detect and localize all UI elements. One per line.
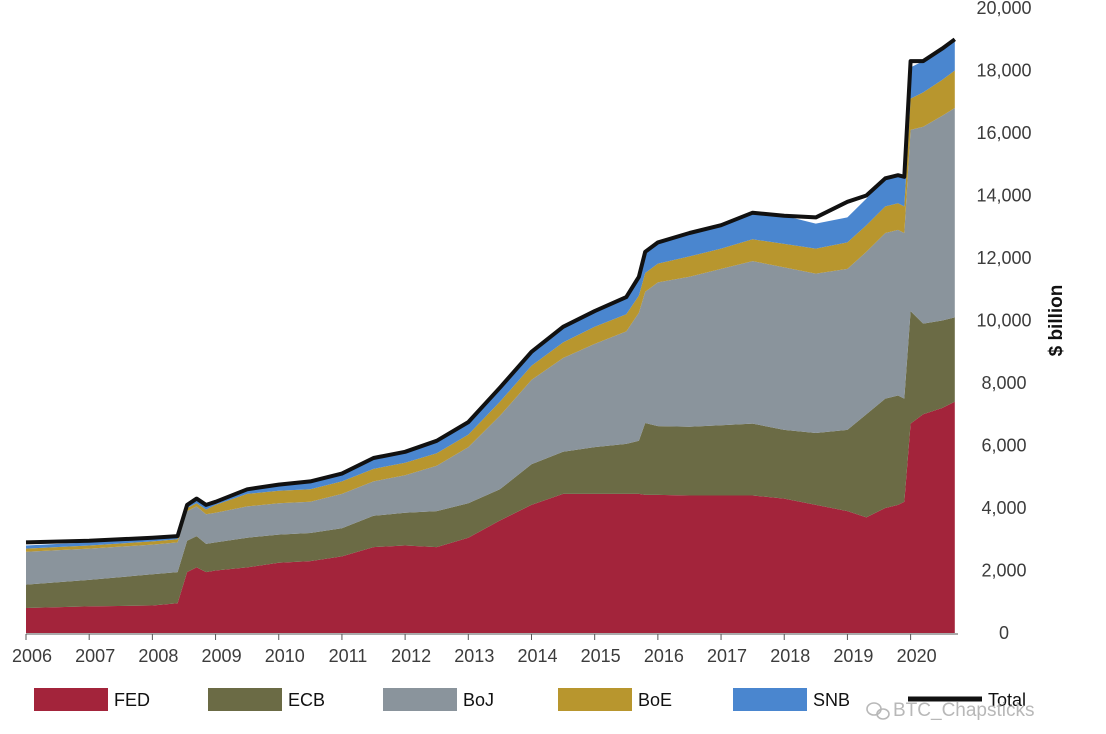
- legend: FED ECB BoJ BoE SNB Total: [34, 688, 1026, 711]
- legend-label-ecb: ECB: [288, 690, 325, 710]
- y-tick-label: 18,000: [976, 61, 1031, 81]
- legend-swatch-boe: [558, 688, 632, 711]
- y-tick-label: 4,000: [981, 498, 1026, 518]
- x-axis: 2006 2007 2008 2009 2010 2011 2012 2013 2014 2015…: [12, 633, 958, 666]
- legend-label-snb: SNB: [813, 690, 850, 710]
- x-tick-label: 2012: [391, 646, 431, 666]
- x-tick-label: 2020: [897, 646, 937, 666]
- line-total: [25, 37, 956, 545]
- legend-swatch-snb: [733, 688, 807, 711]
- legend-swatch-ecb: [208, 688, 282, 711]
- y-tick-label: 6,000: [981, 436, 1026, 456]
- x-tick-label: 2015: [581, 646, 621, 666]
- area-boj: [26, 108, 955, 585]
- y-tick-label: 8,000: [981, 373, 1026, 393]
- legend-label-boj: BoJ: [463, 690, 494, 710]
- y-tick-label: 12,000: [976, 248, 1031, 268]
- y-axis: 0 2,000 4,000 6,000 8,000 10,000 12,000 14,000 1…: [976, 0, 1031, 643]
- legend-swatch-boj: [383, 688, 457, 711]
- y-tick-label: 0: [999, 623, 1009, 643]
- area-fed: [26, 401, 955, 633]
- y-tick-label: 14,000: [976, 186, 1031, 206]
- watermark-text: BTC_Chapsticks: [893, 700, 1035, 721]
- y-tick-label: 20,000: [976, 0, 1031, 18]
- area-ecb: [26, 311, 955, 608]
- x-tick-label: 2017: [707, 646, 747, 666]
- y-tick-label: 10,000: [976, 311, 1031, 331]
- x-tick-label: 2014: [517, 646, 557, 666]
- wechat-icon: [866, 702, 890, 720]
- x-tick-label: 2007: [75, 646, 115, 666]
- x-tick-label: 2011: [329, 646, 368, 666]
- y-axis-label: $ billion: [1046, 285, 1067, 357]
- x-tick-label: 2016: [644, 646, 684, 666]
- area-series-group: [26, 39, 955, 633]
- legend-label-boe: BoE: [638, 690, 672, 710]
- x-tick-label: 2013: [454, 646, 494, 666]
- x-tick-label: 2019: [833, 646, 873, 666]
- watermark: BTC_Chapsticks: [866, 700, 1035, 721]
- x-tick-label: 2010: [265, 646, 305, 666]
- x-tick-label: 2018: [770, 646, 810, 666]
- y-tick-label: 2,000: [981, 561, 1026, 581]
- legend-label-total: Total: [988, 690, 1026, 710]
- x-tick-label: 2008: [138, 646, 178, 666]
- x-tick-label: 2009: [202, 646, 242, 666]
- total-line-group: [25, 37, 956, 545]
- legend-label-fed: FED: [114, 690, 150, 710]
- y-tick-label: 16,000: [976, 123, 1031, 143]
- legend-swatch-fed: [34, 688, 108, 711]
- x-tick-label: 2006: [12, 646, 52, 666]
